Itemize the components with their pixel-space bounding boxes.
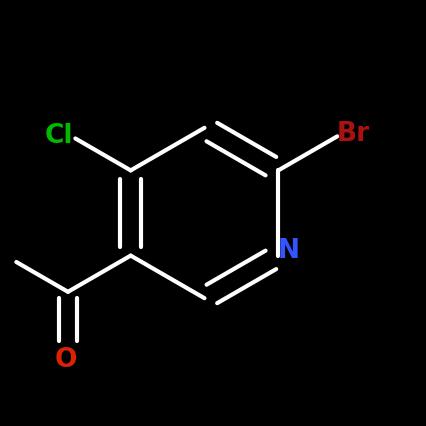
Text: Br: Br (337, 121, 370, 147)
Text: N: N (278, 238, 300, 265)
Text: Cl: Cl (45, 123, 73, 150)
Text: O: O (55, 347, 77, 373)
